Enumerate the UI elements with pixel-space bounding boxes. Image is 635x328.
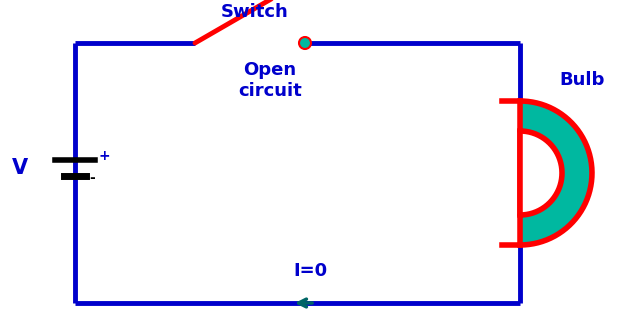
Polygon shape (520, 101, 592, 245)
Text: +: + (99, 149, 110, 163)
Text: V: V (12, 158, 28, 178)
Text: -: - (89, 171, 95, 185)
Text: Switch: Switch (221, 3, 289, 21)
Text: Bulb: Bulb (559, 71, 605, 89)
Polygon shape (520, 131, 562, 215)
Text: I=0: I=0 (293, 262, 327, 280)
Circle shape (299, 37, 311, 49)
Text: Open
circuit: Open circuit (238, 61, 302, 100)
